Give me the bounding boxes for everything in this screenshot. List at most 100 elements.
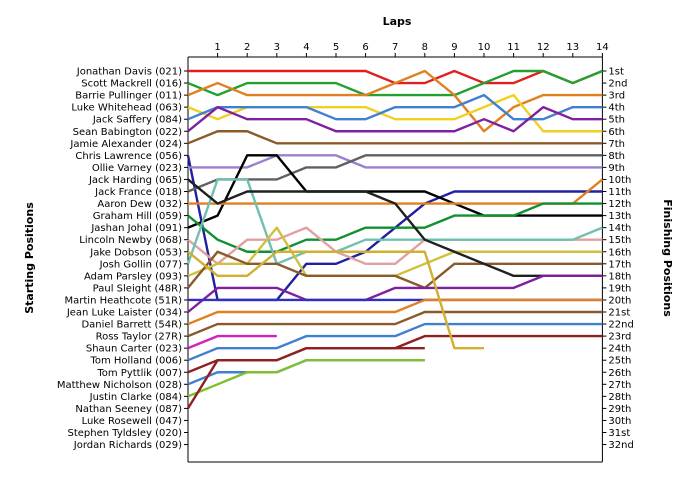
chart-title: Laps — [383, 15, 412, 28]
driver-label: Tom Holland (006) — [89, 356, 182, 367]
driver-series-line — [188, 154, 603, 169]
right-axis-title: Finishing Positions — [661, 199, 674, 317]
driver-series-line — [187, 93, 603, 121]
driver-series-line — [187, 69, 603, 97]
driver-label: Stephen Tyldsley (020) — [68, 428, 183, 439]
driver-series-line — [187, 274, 603, 313]
finish-label: 24th — [608, 344, 631, 355]
lap-tick-label: 13 — [566, 42, 579, 53]
driver-label: Justin Clarke (084) — [89, 392, 182, 403]
finish-label: 20th — [608, 295, 631, 306]
driver-label: Adam Parsley (093) — [84, 271, 182, 282]
finish-label: 14th — [608, 223, 631, 234]
finish-label: 32nd — [608, 440, 633, 451]
finish-label: 10th — [608, 175, 631, 186]
lap-tick-label: 7 — [392, 42, 398, 53]
lap-tick-label: 2 — [244, 42, 250, 53]
driver-series-line — [186, 346, 425, 410]
finish-label: 12th — [608, 199, 631, 210]
series-layer — [186, 69, 604, 410]
finish-label: 25th — [608, 356, 631, 367]
finish-label: 26th — [608, 368, 631, 379]
grid-layer — [184, 53, 607, 463]
driver-series-line — [187, 154, 603, 193]
driver-label: Tom Pyttlik (007) — [96, 368, 182, 379]
left-axis-title: Starting Positions — [23, 202, 36, 314]
driver-label: Chris Lawrence (056) — [75, 151, 182, 162]
lap-tick-label: 3 — [274, 42, 280, 53]
finish-label: 11th — [608, 187, 631, 198]
driver-label: Lincoln Newby (068) — [79, 235, 182, 246]
finish-label: 1st — [608, 67, 624, 78]
driver-series-line — [187, 105, 603, 133]
finish-label: 19th — [608, 283, 631, 294]
finish-label: 23rd — [608, 332, 631, 343]
driver-label: Jashan Johal (091) — [90, 223, 182, 234]
driver-series-line — [187, 178, 603, 278]
finish-label: 8th — [608, 151, 625, 162]
lap-tick-label: 10 — [478, 42, 491, 53]
driver-label: Jack Saffery (084) — [92, 115, 182, 126]
driver-series-line — [187, 202, 603, 253]
finish-label: 2nd — [608, 79, 627, 90]
lap-tick-label: 4 — [303, 42, 309, 53]
driver-label: Nathan Seeney (087) — [75, 404, 182, 415]
driver-series-line — [187, 310, 603, 338]
driver-series-line — [187, 322, 603, 362]
lap-tick-label: 11 — [507, 42, 520, 53]
driver-label: Paul Sleight (48R) — [93, 283, 182, 294]
finish-label: 18th — [608, 271, 631, 282]
driver-series-line — [187, 334, 277, 350]
driver-series-line — [187, 298, 603, 326]
lap-tick-label: 8 — [422, 42, 428, 53]
driver-label: Jonathan Davis (021) — [76, 67, 182, 78]
driver-series-line — [187, 359, 425, 398]
finish-label: 13th — [608, 211, 631, 222]
finish-label: 6th — [608, 127, 625, 138]
driver-label: Luke Whitehead (063) — [71, 103, 182, 114]
driver-label: Jordan Richards (029) — [73, 440, 182, 451]
finish-label: 30th — [608, 416, 631, 427]
driver-series-line — [187, 334, 603, 374]
driver-label: Aaron Dew (032) — [97, 199, 182, 210]
driver-series-line — [187, 250, 603, 290]
driver-series-line — [186, 178, 603, 265]
driver-label: Daniel Barrett (54R) — [81, 320, 182, 331]
lap-tick-label: 5 — [333, 42, 339, 53]
driver-label: Barrie Pullinger (011) — [75, 91, 182, 102]
driver-label: Ollie Varney (023) — [92, 163, 182, 174]
driver-series-line — [187, 250, 484, 350]
driver-series-line — [187, 130, 603, 145]
driver-label: Martin Heathcote (51R) — [65, 295, 183, 306]
finish-label: 17th — [608, 259, 631, 270]
driver-series-line — [187, 93, 603, 133]
driver-label: Jamie Alexander (024) — [69, 139, 182, 150]
finish-label: 22nd — [608, 320, 633, 331]
driver-label: Ross Taylor (27R) — [96, 332, 182, 343]
driver-series-line — [188, 69, 603, 85]
lap-tick-label: 6 — [362, 42, 368, 53]
finish-label: 29th — [608, 404, 631, 415]
finish-label: 15th — [608, 235, 631, 246]
lap-tick-label: 12 — [537, 42, 550, 53]
finish-label: 27th — [608, 380, 631, 391]
driver-label: Graham Hill (059) — [93, 211, 182, 222]
driver-label: Shaun Carter (023) — [86, 344, 182, 355]
finish-label: 7th — [608, 139, 625, 150]
driver-label: Scott Mackrell (016) — [81, 79, 182, 90]
lap-tick-label: 14 — [596, 42, 609, 53]
driver-series-line — [187, 69, 603, 133]
driver-series-line — [187, 154, 603, 229]
driver-label: Jake Dobson (053) — [89, 247, 182, 258]
driver-label: Jack France (018) — [94, 187, 182, 198]
driver-label: Josh Gollin (077) — [99, 259, 183, 270]
lap-tick-label: 9 — [451, 42, 457, 53]
driver-label: Jack Harding (065) — [88, 175, 182, 186]
finish-label: 16th — [608, 247, 631, 258]
finish-label: 28th — [608, 392, 631, 403]
finish-label: 31st — [608, 428, 630, 439]
driver-label: Sean Babington (022) — [73, 127, 182, 138]
